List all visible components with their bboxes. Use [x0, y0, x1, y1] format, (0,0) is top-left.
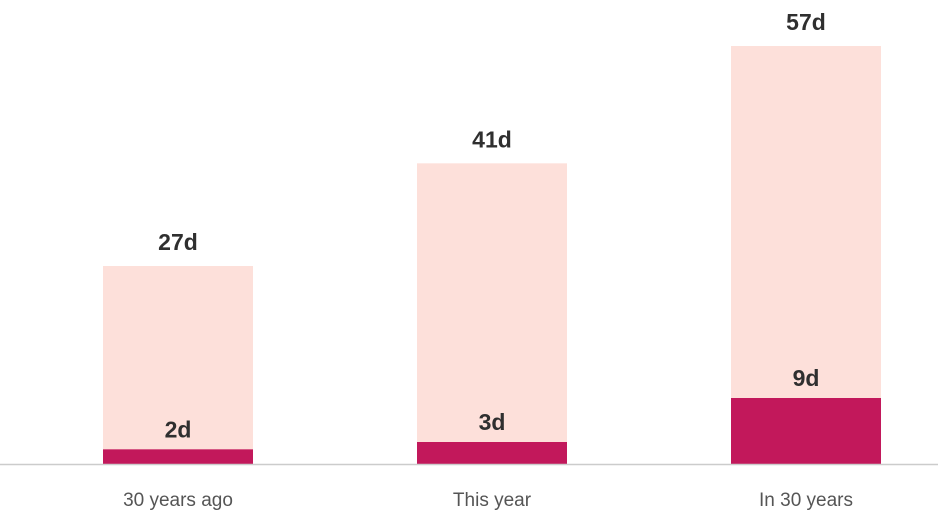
sub-bar-2 — [731, 398, 881, 464]
sub-label-0: 2d — [165, 416, 192, 442]
total-label-1: 41d — [472, 126, 512, 152]
category-labels: 30 years ago This year In 30 years — [123, 490, 853, 511]
category-label-2: In 30 years — [759, 490, 853, 511]
total-label-2: 57d — [786, 9, 826, 35]
sub-label-1: 3d — [479, 409, 506, 435]
total-label-0: 27d — [158, 229, 198, 255]
sub-bar-0 — [103, 449, 253, 464]
category-label-0: 30 years ago — [123, 490, 233, 511]
sub-bar-1 — [417, 442, 567, 464]
category-label-1: This year — [453, 490, 532, 511]
sub-label-2: 9d — [793, 365, 820, 391]
